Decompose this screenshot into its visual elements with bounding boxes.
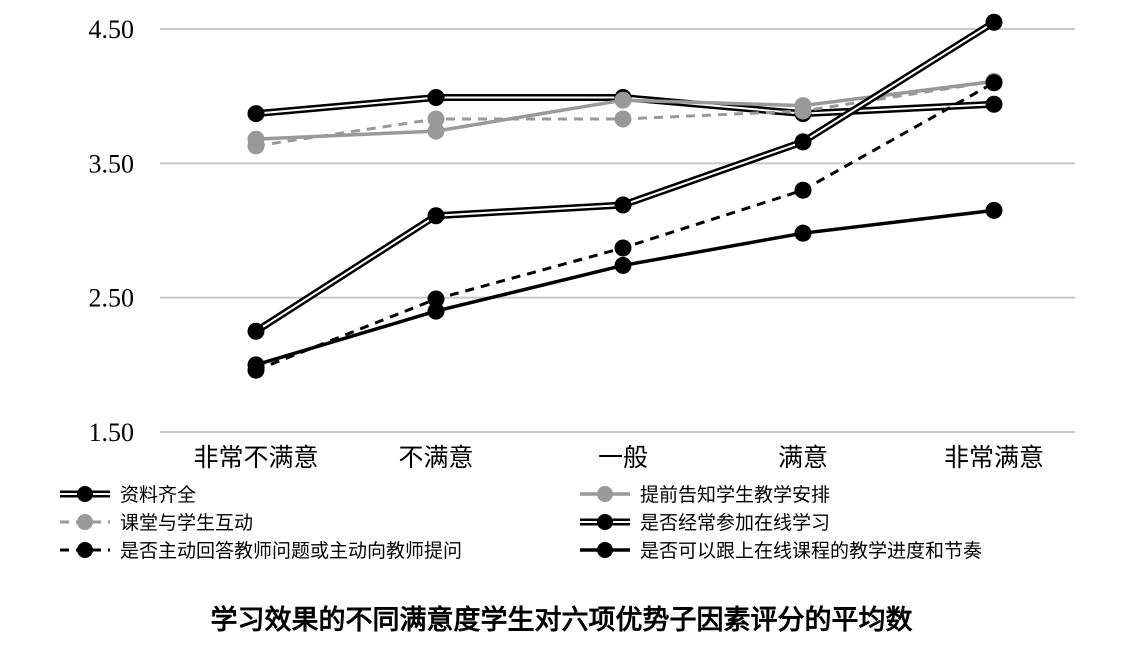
series-6 [247,201,1003,374]
data-point [794,133,812,151]
series-4 [247,13,1003,340]
legend-swatch-marker [597,486,613,502]
series-lines [247,13,1003,379]
legend-label: 是否可以跟上在线课程的教学进度和节奏 [640,540,982,562]
legend-item: 资料齐全 [60,484,196,506]
y-axis-ticks: 1.50 2.50 3.50 4.50 [89,15,135,447]
y-tick-label: 4.50 [89,15,135,44]
legend-item: 是否可以跟上在线课程的教学进度和节奏 [580,540,982,562]
line-chart: 1.50 2.50 3.50 4.50 非常不满意 不满意 一般 满意 非常满意 资料齐全课堂… [60,13,1075,562]
chart-title: 学习效果的不同满意度学生对六项优势子因素评分的平均数 [210,605,913,636]
x-axis-ticks: 非常不满意 不满意 一般 满意 非常满意 [193,443,1044,472]
data-point [247,137,265,155]
data-point [614,110,632,128]
data-point [427,207,445,225]
legend: 资料齐全课堂与学生互动是否主动回答教师问题或主动向教师提问提前告知学生教学安排是… [60,484,982,562]
data-point [427,302,445,320]
legend-label: 是否主动回答教师问题或主动向教师提问 [120,540,462,562]
legend-swatch-marker [77,486,93,502]
x-tick-label: 非常不满意 [193,443,318,472]
data-point [427,290,445,308]
y-tick-label: 2.50 [89,284,135,313]
data-point [794,102,812,120]
data-point [985,13,1003,31]
data-point [985,201,1003,219]
legend-item: 课堂与学生互动 [60,512,253,534]
legend-label: 是否经常参加在线学习 [640,512,830,534]
legend-item: 是否经常参加在线学习 [580,512,830,534]
legend-item: 提前告知学生教学安排 [580,484,830,506]
data-point [427,122,445,140]
series-line-inner [255,21,995,333]
legend-label: 提前告知学生教学安排 [640,484,830,506]
data-point [794,181,812,199]
data-point [427,89,445,107]
data-point [985,74,1003,92]
y-tick-label: 3.50 [89,149,135,178]
y-tick-label: 1.50 [89,418,135,447]
x-tick-label: 一般 [598,443,648,472]
legend-label: 资料齐全 [120,484,196,506]
x-tick-label: 非常满意 [944,443,1044,472]
legend-swatch-marker [597,514,613,530]
data-point [614,91,632,109]
legend-label: 课堂与学生互动 [120,512,253,534]
legend-item: 是否主动回答教师问题或主动向教师提问 [60,540,462,562]
legend-swatch-marker [77,542,93,558]
data-point [614,196,632,214]
data-point [614,256,632,274]
legend-swatch-marker [597,542,613,558]
data-point [614,239,632,257]
data-point [247,322,265,340]
x-tick-label: 不满意 [398,443,473,472]
data-point [794,224,812,242]
series-line [254,19,996,335]
legend-swatch-marker [77,514,93,530]
data-point [247,356,265,374]
series-line [255,208,995,367]
data-point [427,110,445,128]
data-point [985,95,1003,113]
data-point [247,105,265,123]
x-tick-label: 满意 [778,443,828,472]
